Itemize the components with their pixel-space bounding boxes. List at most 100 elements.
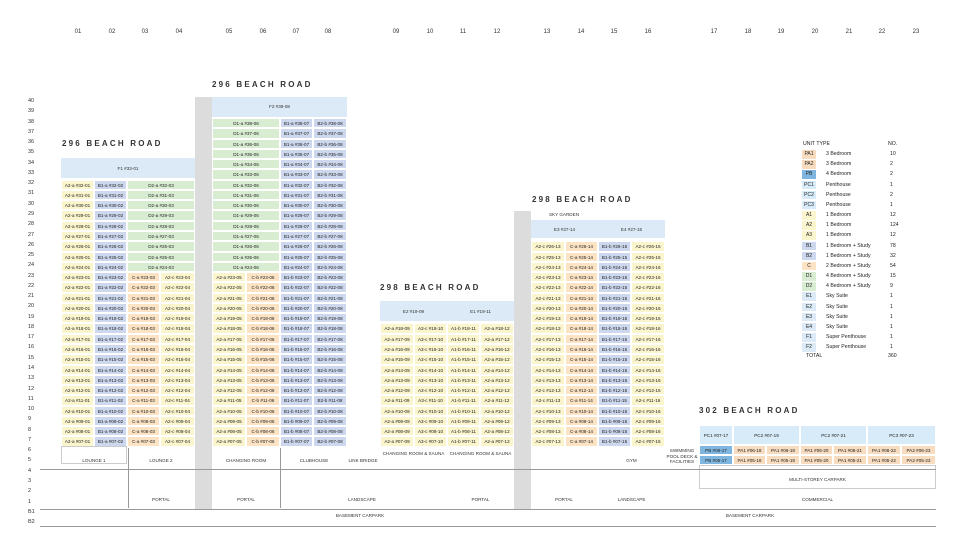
building-title-298a: 298 BEACH ROAD (380, 283, 481, 292)
unit-cell: A1-b #07-11 (447, 436, 480, 447)
legend-count: 1 (890, 303, 893, 310)
unit-cell: C-b #09-06 (246, 415, 280, 427)
legend-desc: Penthouse (826, 201, 851, 208)
unit-cell: A2-c #15-16 (631, 354, 665, 365)
legend-desc: 1 Bedroom (826, 212, 852, 219)
floor-number: B2 (28, 519, 35, 526)
unit-cell: B1-b #15-07 (280, 354, 313, 365)
unit-cell: B2-b #12-08 (313, 385, 347, 396)
unit-cell: A2-c #13-13 (531, 374, 565, 386)
unit-cell: A2-a #11-05 (212, 395, 246, 406)
unit-cell: C-b #10-06 (246, 405, 280, 416)
unit-cell: A2-c #19-04 (160, 313, 195, 324)
unit-cell: A2-a #09-01 (61, 415, 94, 427)
unit-cell: C-a #17-03 (127, 333, 160, 344)
unit-cell: A3-c #07-10 (414, 436, 447, 447)
unit-cell: B1-b #26-15 (598, 241, 631, 252)
unit-cell: A2-a #19-01 (61, 313, 94, 324)
unit-cell: A2-a #08-05 (212, 426, 246, 437)
unit-cell: A2-c #23-16 (631, 272, 665, 283)
unit-cell: A2-a #23-01 (61, 272, 94, 283)
unit-cell: A2-c #22-13 (531, 282, 565, 293)
sky-garden-label: SKY GARDEN (548, 212, 580, 217)
legend-swatch: PB (802, 170, 816, 179)
unit-cell: A2-a #23-05 (212, 272, 246, 283)
unit-cell: A2-a #22-01 (61, 282, 94, 293)
unit-cell: C-a #25-14 (565, 251, 598, 262)
unit-cell: B1-a #29-02 (94, 210, 127, 221)
portal-label: PORTAL (471, 497, 490, 502)
unit-cell: B1-a #19-02 (94, 313, 127, 324)
unit-cell: B2-b #07-08 (313, 436, 347, 447)
unit-cell: A2-a #11-12 (480, 395, 514, 406)
unit-cell: D1-a #32-06 (212, 179, 280, 190)
unit-cell: A2-c #26-16 (631, 241, 665, 252)
unit-cell: B2-b #24-08 (313, 261, 347, 273)
unit-cell: A2-c #18-13 (531, 323, 565, 334)
unit-cell: B1-b #22-15 (598, 282, 631, 293)
unit-cell: A2-c #14-13 (531, 364, 565, 375)
unit-cell: B1-b #13-07 (280, 374, 313, 386)
floor-number: 24 (28, 262, 35, 269)
floor-number: 10 (28, 406, 35, 413)
unit-cell: D1-a #31-06 (212, 189, 280, 201)
floor-number: 25 (28, 252, 35, 259)
floor-number: 9 (28, 416, 32, 423)
unit-cell: B2-b #28-08 (313, 220, 347, 231)
unit-cell: B1-b #16-15 (598, 343, 631, 355)
unit-cell: B1-b #14-07 (280, 364, 313, 375)
unit-cell: C-a #07-03 (127, 436, 160, 447)
unit-cell: A2-a #31-01 (61, 189, 94, 201)
b302-unit: PA1 #05-19 (766, 455, 800, 465)
floor-number: 21 (28, 293, 35, 300)
floor-number: 30 (28, 200, 35, 207)
unit-cell: C-a #10-14 (565, 405, 598, 416)
unit-cell: B1-b #11-07 (280, 395, 313, 406)
unit-cell: A2-c #07-04 (160, 436, 195, 447)
sky-suite-row-298a (380, 301, 514, 321)
column-number: 04 (175, 29, 183, 35)
unit-cell: B1-a #28-02 (94, 220, 127, 231)
b302-unit: PA1 #06-18 (733, 445, 766, 455)
unit-cell: C-a #08-03 (127, 426, 160, 437)
unit-cell: D2-a #28-03 (127, 220, 195, 231)
lounge-2-label: LOUNGE 2 (149, 458, 173, 463)
sky-suite-row-298b (531, 220, 665, 238)
unit-cell: C-a #23-03 (127, 272, 160, 283)
unit-cell: A2-a #20-05 (212, 302, 246, 314)
unit-cell: B1-b #18-07 (280, 323, 313, 334)
unit-cell: A2-a #17-05 (212, 333, 246, 344)
unit-cell: A2-a #20-01 (61, 302, 94, 314)
unit-cell: A2-c #09-13 (531, 415, 565, 427)
unit-cell: A2-a #10-09 (380, 405, 414, 416)
legend-desc: 1 Bedroom + Study (826, 252, 871, 259)
unit-cell: D1-a #37-06 (212, 128, 280, 139)
floor-number: 26 (28, 241, 35, 248)
unit-cell: B2-b #32-08 (313, 179, 347, 190)
unit-cell: B1-b #09-07 (280, 415, 313, 427)
legend-total-label: TOTAL (806, 353, 823, 359)
unit-cell: B1-b #14-15 (598, 364, 631, 375)
unit-cell: D1-a #38-06 (212, 118, 280, 129)
unit-e2-label: E2 #19-09 (402, 309, 425, 314)
unit-cell: C-b #17-06 (246, 333, 280, 344)
unit-cell: B2-b #30-08 (313, 200, 347, 211)
unit-cell: B1-a #13-02 (94, 374, 127, 386)
b302-unit: PA1 #05-18 (733, 455, 766, 465)
legend-total-value: 360 (888, 353, 897, 359)
unit-cell: A2-a #14-09 (380, 364, 414, 375)
unit-cell: A2-a #18-05 (212, 323, 246, 334)
building-title-296b: 296 BEACH ROAD (212, 80, 313, 89)
unit-cell: A2-c #10-13 (531, 405, 565, 416)
legend-swatch: F1 (802, 333, 816, 342)
column-number: 09 (392, 29, 400, 35)
unit-cell: A2-a #24-01 (61, 261, 94, 273)
floor-number: 17 (28, 334, 35, 341)
unit-cell: A1-b #13-11 (447, 374, 480, 386)
unit-cell: A1-b #14-11 (447, 364, 480, 375)
floor-number: B1 (28, 508, 35, 515)
unit-cell: B2-b #31-08 (313, 189, 347, 201)
unit-cell: C-b #12-06 (246, 385, 280, 396)
floor-number: 13 (28, 375, 35, 382)
unit-cell: D1-a #36-06 (212, 138, 280, 149)
